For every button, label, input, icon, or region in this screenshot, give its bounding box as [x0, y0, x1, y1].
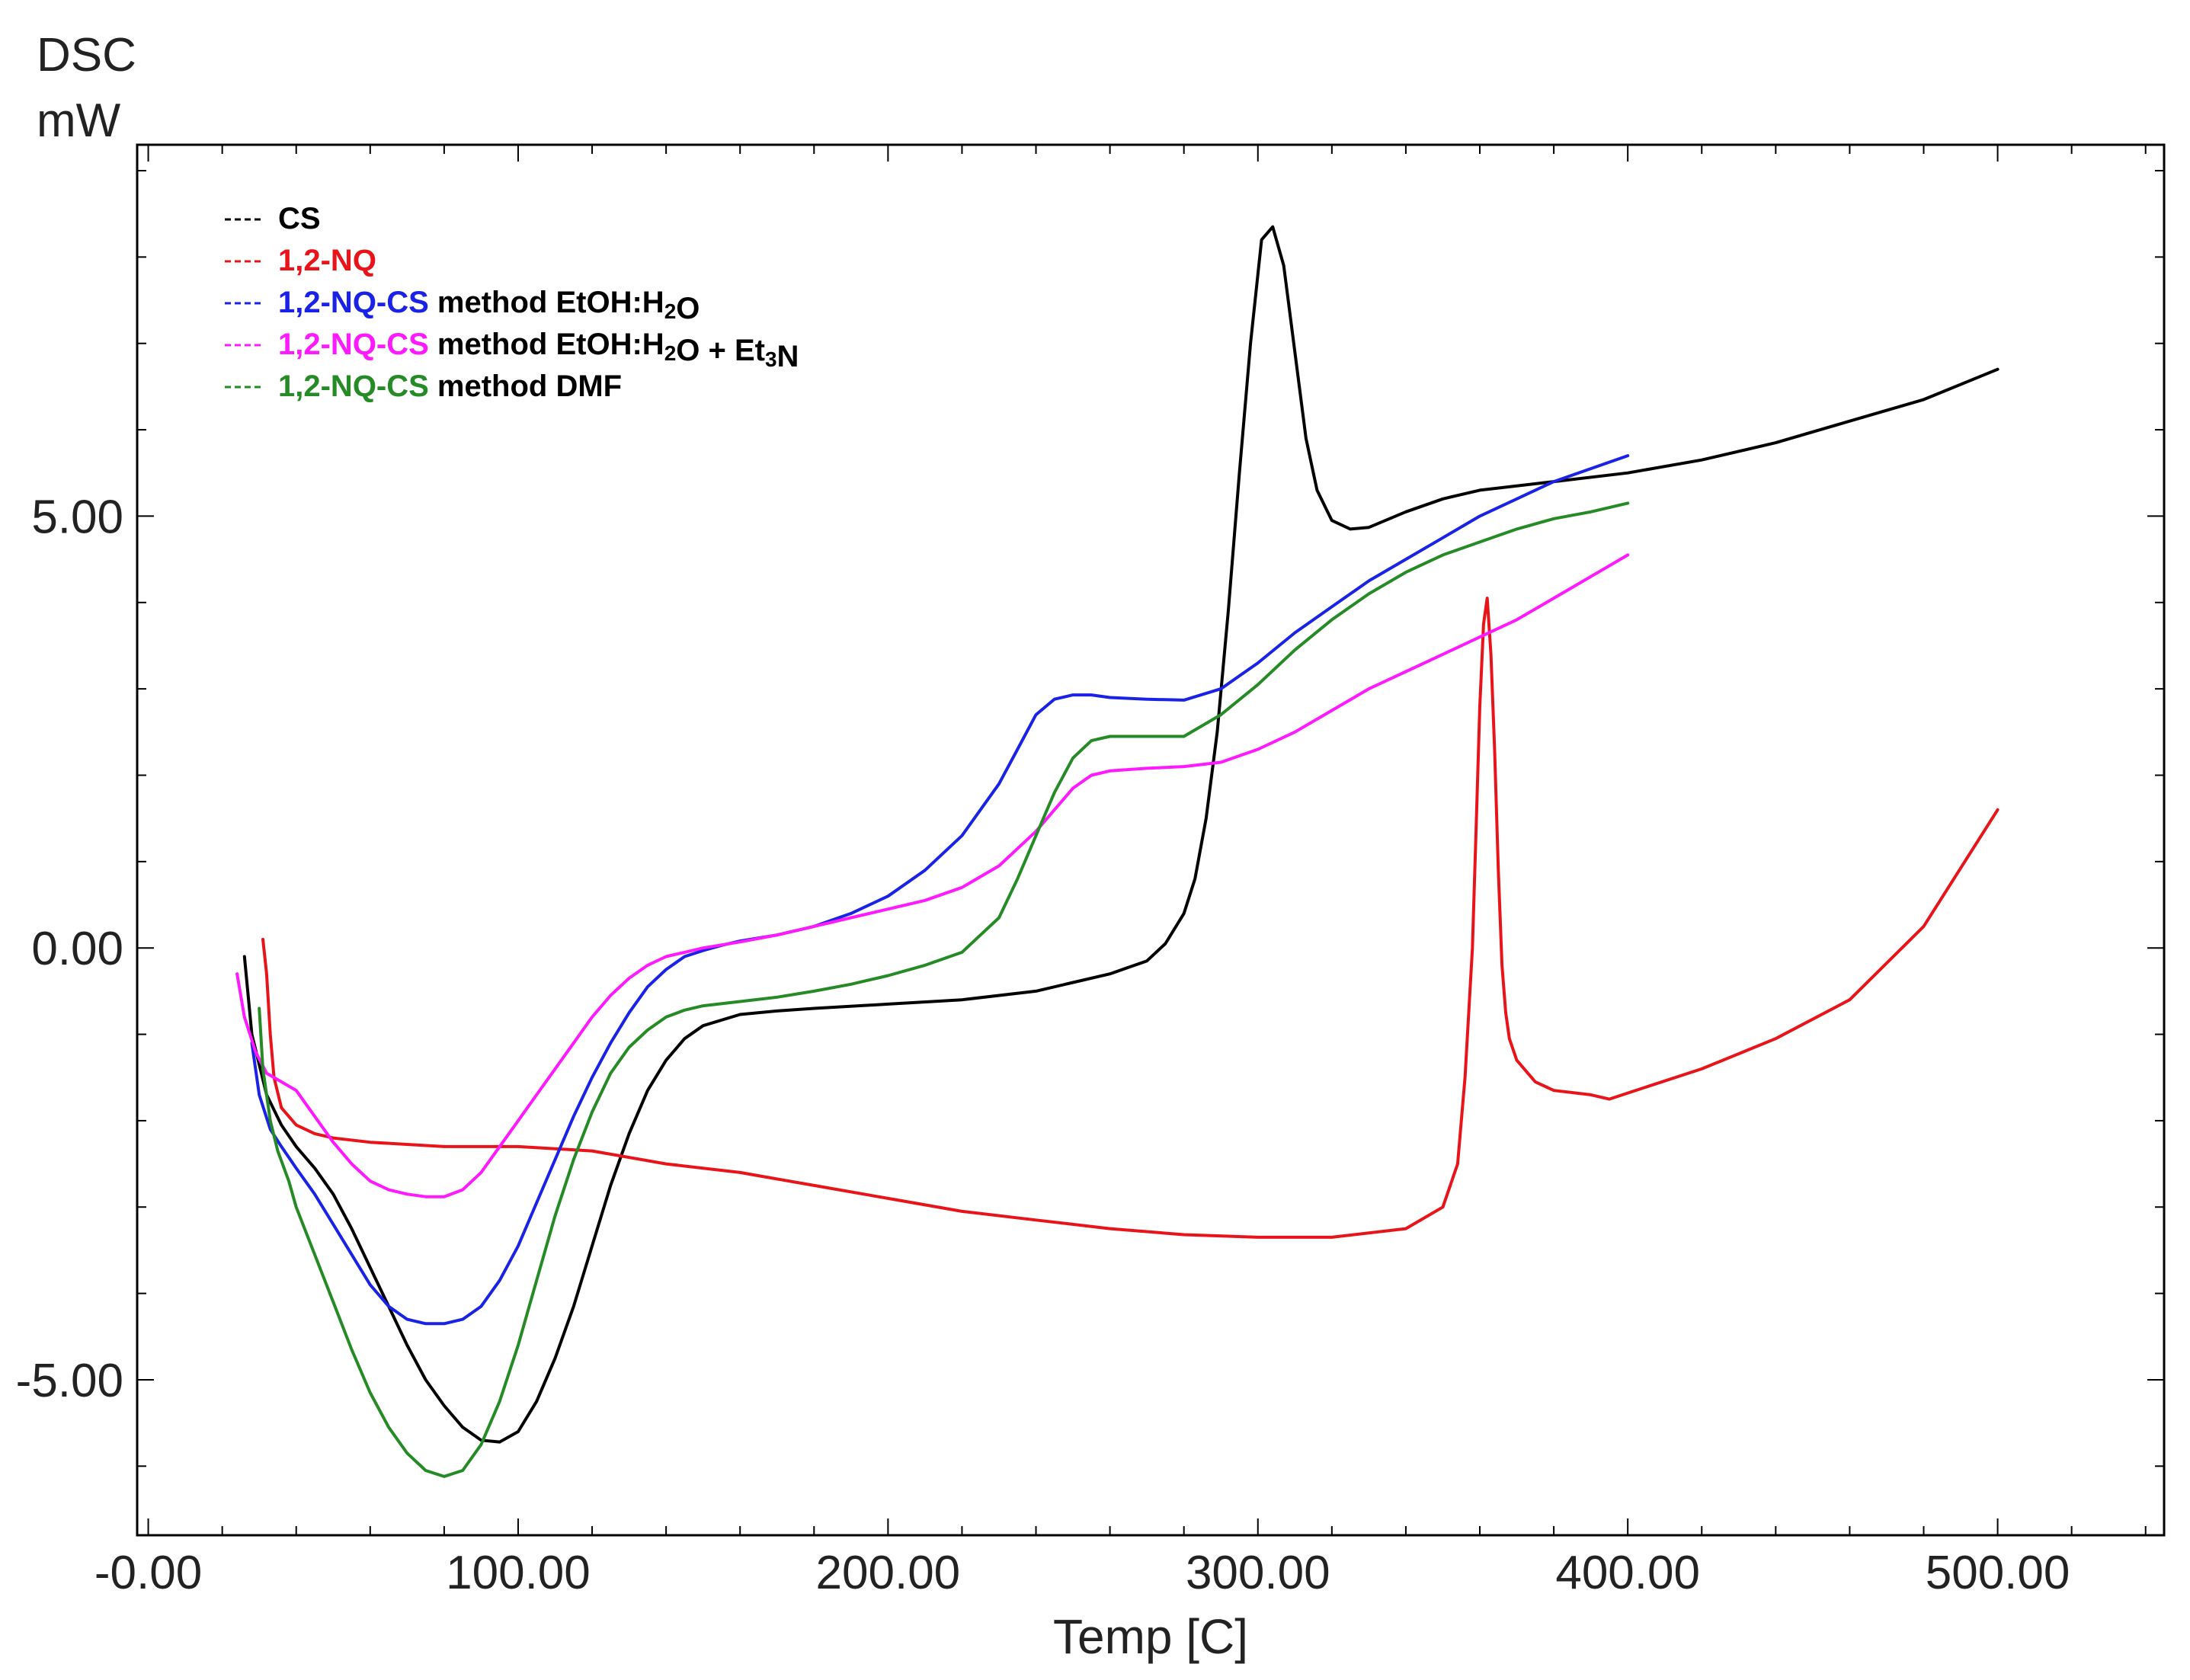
- y-tick-label: 5.00: [31, 491, 123, 543]
- x-tick-label: 200.00: [816, 1547, 961, 1599]
- plot-area-border: [136, 143, 2166, 1537]
- series-line-2: [261, 597, 1999, 1239]
- legend-entry-2: 1,2-NQ: [278, 244, 376, 277]
- plot-frame: [136, 143, 2166, 1537]
- x-tick-label: 400.00: [1555, 1547, 1700, 1599]
- x-tick-label: 500.00: [1926, 1547, 2070, 1599]
- legend-entry-4: 1,2-NQ-CS method EtOH:H2O + Et3N: [278, 328, 799, 373]
- x-axis-label: Temp [C]: [1053, 1609, 1248, 1664]
- legend-entry-1: CS: [278, 202, 321, 235]
- x-tick-label: 100.00: [446, 1547, 591, 1599]
- y-tick-label: -5.00: [16, 1355, 123, 1407]
- legend-entry-5: 1,2-NQ-CS method DMF: [278, 370, 622, 403]
- series-line-4: [235, 553, 1630, 1198]
- legend-entry-3: 1,2-NQ-CS method EtOH:H2O: [278, 286, 700, 325]
- legend: CS1,2-NQ1,2-NQ-CS method EtOH:H2O1,2-NQ-…: [225, 202, 799, 403]
- y-axis-label-line2: mW: [37, 94, 121, 147]
- axis-ticks: [137, 145, 2164, 1535]
- x-tick-label: 300.00: [1186, 1547, 1330, 1599]
- x-tick-labels: -0.00 100.00 200.00 300.00 400.00 500.00: [94, 1547, 2070, 1599]
- x-tick-label: -0.00: [94, 1547, 202, 1599]
- y-tick-label: 0.00: [31, 923, 123, 975]
- y-tick-labels: -5.00 0.00 5.00: [16, 491, 123, 1407]
- y-axis-label-line1: DSC: [37, 29, 136, 82]
- series-lines: [235, 225, 1999, 1478]
- series-line-1: [242, 225, 1999, 1444]
- series-line-5: [258, 501, 1630, 1478]
